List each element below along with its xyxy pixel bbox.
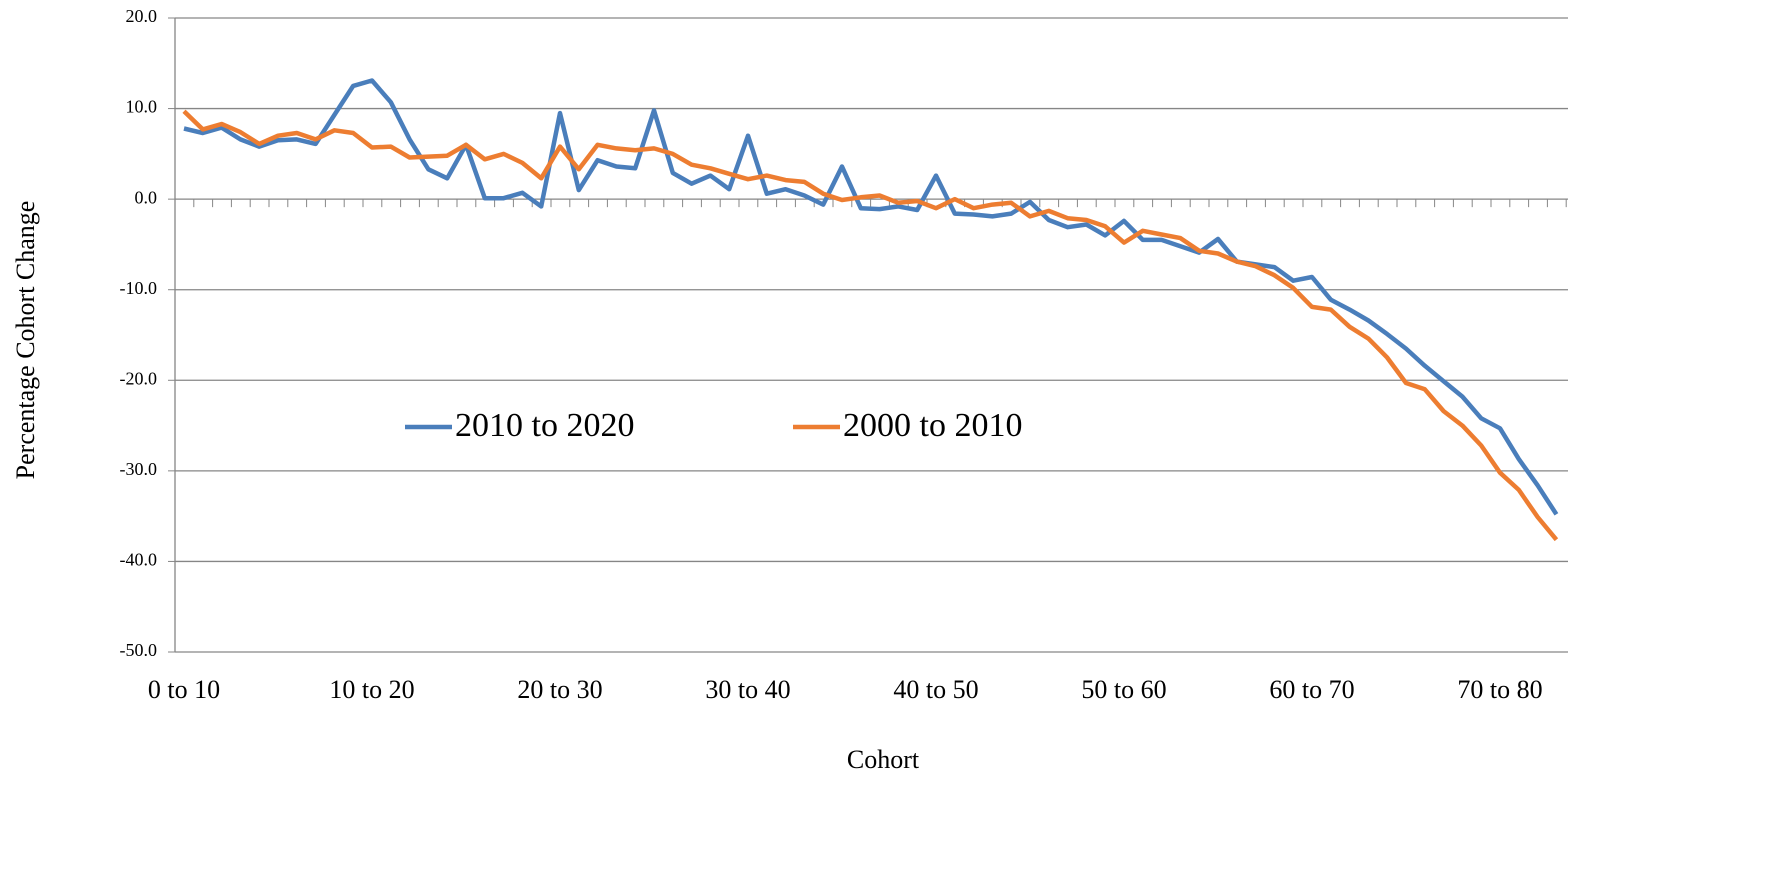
x-tick-label: 70 to 80 bbox=[1457, 675, 1542, 704]
x-axis-title: Cohort bbox=[847, 745, 920, 774]
x-tick-label: 0 to 10 bbox=[148, 675, 220, 704]
y-axis-title: Percentage Cohort Change bbox=[11, 201, 40, 480]
y-tick-label: 20.0 bbox=[126, 6, 158, 26]
legend-label: 2000 to 2010 bbox=[843, 407, 1022, 444]
y-tick-label: -10.0 bbox=[120, 278, 158, 298]
y-tick-label: -20.0 bbox=[120, 368, 158, 388]
x-tick-label: 60 to 70 bbox=[1269, 675, 1354, 704]
x-tick-label: 40 to 50 bbox=[893, 675, 978, 704]
y-tick-label: 0.0 bbox=[135, 187, 158, 207]
series-line bbox=[183, 78, 1559, 516]
y-tick-label: 10.0 bbox=[126, 97, 158, 117]
y-tick-label: -50.0 bbox=[120, 640, 158, 660]
x-tick-label: 30 to 40 bbox=[705, 675, 790, 704]
x-tick-label: 20 to 30 bbox=[517, 675, 602, 704]
y-tick-label: -30.0 bbox=[120, 459, 158, 479]
series-line bbox=[182, 109, 1559, 542]
x-tick-label: 50 to 60 bbox=[1081, 675, 1166, 704]
y-tick-label: -40.0 bbox=[120, 550, 158, 570]
legend-label: 2010 to 2020 bbox=[455, 407, 634, 444]
x-tick-label: 10 to 20 bbox=[329, 675, 414, 704]
